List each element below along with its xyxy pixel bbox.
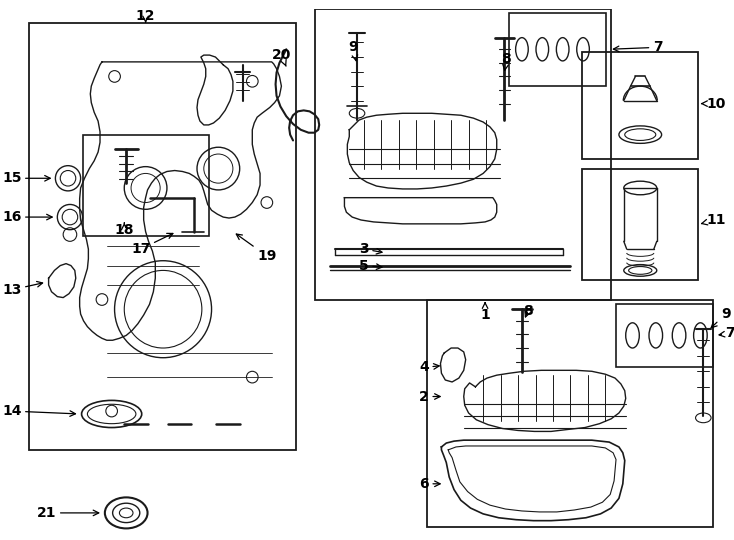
Bar (427, 300, 713, 528)
Text: 8: 8 (501, 52, 512, 71)
Text: 18: 18 (115, 222, 134, 237)
Bar (29, 23, 296, 450)
Text: 11: 11 (702, 213, 726, 227)
Text: 20: 20 (272, 48, 291, 66)
Text: 4: 4 (419, 360, 439, 374)
Text: 15: 15 (2, 171, 50, 185)
Text: 12: 12 (136, 9, 156, 23)
Bar (509, 14, 606, 86)
Text: 1: 1 (480, 303, 490, 322)
Text: 3: 3 (359, 242, 382, 256)
Bar (316, 9, 611, 300)
Text: 17: 17 (131, 233, 173, 256)
Text: 6: 6 (419, 477, 440, 491)
Text: 13: 13 (2, 281, 43, 297)
Text: 14: 14 (2, 404, 76, 418)
Bar (582, 52, 699, 159)
Text: 21: 21 (37, 506, 99, 520)
Bar (82, 134, 208, 237)
Bar (616, 305, 713, 367)
Text: 7: 7 (614, 40, 663, 55)
Text: 2: 2 (419, 389, 440, 403)
Text: 5: 5 (359, 259, 382, 273)
Text: 9: 9 (711, 307, 730, 328)
Text: 9: 9 (349, 40, 358, 60)
Text: 8: 8 (523, 304, 533, 318)
Text: 19: 19 (236, 234, 277, 263)
Text: 10: 10 (702, 97, 726, 111)
Text: 7: 7 (719, 327, 734, 340)
Text: 16: 16 (2, 210, 52, 224)
Bar (582, 168, 699, 280)
